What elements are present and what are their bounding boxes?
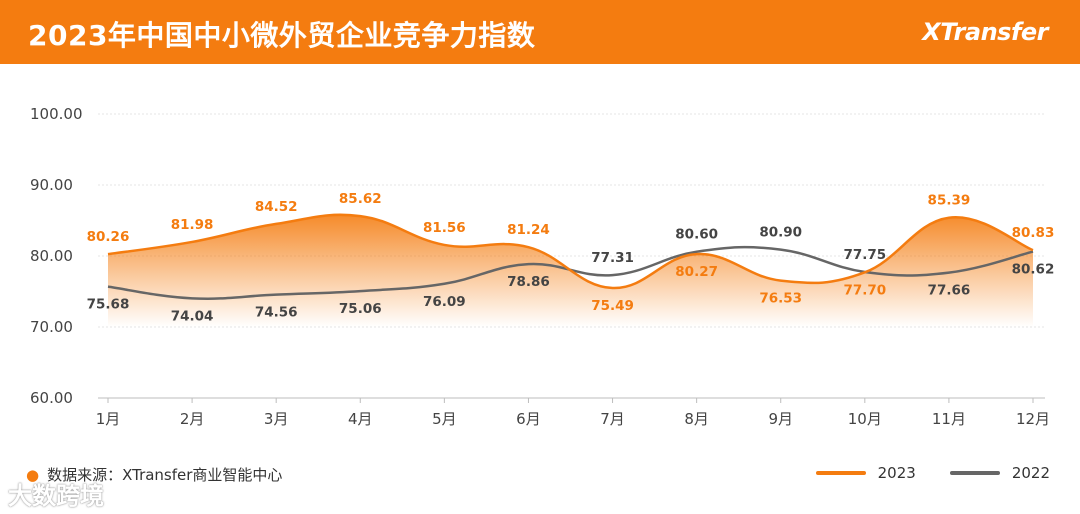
legend-swatch-2022 [949,471,1000,475]
x-tick-label: 1月 [96,410,121,428]
data-label-2022: 77.75 [843,247,886,263]
brand-logo: XTransfer [922,18,1048,46]
data-label-2023: 77.70 [843,282,886,298]
data-label-2022: 76.09 [423,294,466,310]
data-label-2023: 84.52 [255,199,298,215]
x-tick-label: 2月 [180,410,205,428]
data-label-2022: 80.90 [759,225,802,241]
y-tick-label: 90.00 [30,176,73,194]
line-chart: 80.26 81.98 84.52 85.62 81.56 81.24 75.49 80.27… [30,105,1055,428]
watermark-logo: 大数跨境 [8,482,104,510]
header-bar: 2023年中国中小微外贸企业竞争力指数 XTransfer [0,0,1080,64]
data-label-2023: 81.24 [507,222,550,238]
x-tick-label: 7月 [600,410,625,428]
data-label-2022: 77.66 [928,283,971,299]
data-source-note: ● 数据来源：XTransfer商业智能中心 [26,464,282,485]
data-label-2023: 80.27 [675,264,718,280]
data-label-2023: 80.26 [87,229,130,245]
legend-label-2023: 2023 [877,464,916,482]
legend-item-2023: 2023 [815,464,916,482]
legend-swatch-2023 [815,471,866,475]
y-tick-label: 70.00 [30,318,73,336]
page-title: 2023年中国中小微外贸企业竞争力指数 [28,19,536,52]
data-label-2023: 81.98 [171,217,214,233]
data-source-text: 数据来源：XTransfer商业智能中心 [47,466,283,484]
x-tick-label: 12月 [1016,410,1050,428]
data-label-2022: 80.62 [1012,262,1055,278]
series-2023-line [107,213,1034,290]
data-label-2022: 74.56 [255,305,298,321]
data-label-2022: 78.86 [507,274,550,290]
y-tick-label: 100.00 [30,105,83,123]
chart-legend: 2023 2022 [782,464,1050,482]
x-tick-label: 11月 [932,410,966,428]
data-label-2022: 75.68 [87,297,130,313]
data-label-2023: 81.56 [423,220,466,236]
data-label-2023: 76.53 [759,291,802,307]
x-tick-label: 5月 [432,410,457,428]
x-tick-label: 10月 [848,410,882,428]
data-label-2023: 85.39 [928,193,971,209]
legend-item-2022: 2022 [949,464,1050,482]
bullet-dot: ● [26,466,40,484]
legend-label-2022: 2022 [1011,464,1050,482]
data-label-2022: 75.06 [339,301,382,317]
data-label-2023: 75.49 [591,298,634,314]
data-label-2022: 74.04 [171,308,214,324]
x-tick-label: 4月 [348,410,373,428]
y-tick-label: 60.00 [30,389,73,407]
data-label-2023: 80.83 [1012,225,1055,241]
x-tick-label: 8月 [684,410,709,428]
x-tick-label: 3月 [264,410,289,428]
data-label-2022: 80.60 [675,227,718,243]
y-tick-label: 80.00 [30,247,73,265]
data-label-2023: 85.62 [339,191,382,207]
x-tick-label: 6月 [516,410,541,428]
data-label-2022: 77.31 [591,250,634,266]
x-tick-label: 9月 [768,410,793,428]
